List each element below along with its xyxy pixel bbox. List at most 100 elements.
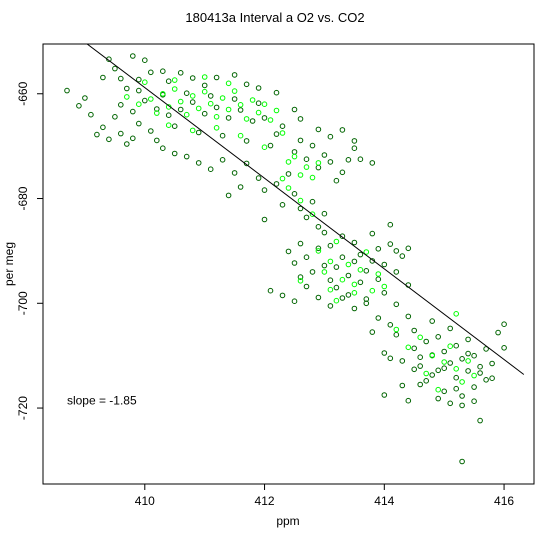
y-tick-label: -680 <box>16 186 30 210</box>
data-point <box>393 248 400 254</box>
data-point <box>106 136 112 143</box>
data-point <box>369 258 376 264</box>
data-point <box>363 300 370 307</box>
data-point <box>327 286 334 293</box>
data-point <box>297 116 304 122</box>
data-point <box>231 88 238 94</box>
data-point <box>345 157 352 163</box>
data-point <box>327 277 334 284</box>
data-point <box>148 96 154 102</box>
data-point <box>160 145 166 151</box>
data-point <box>243 138 250 144</box>
data-point <box>130 53 136 59</box>
data-point <box>369 329 376 335</box>
data-point <box>279 123 286 129</box>
data-point <box>165 122 172 128</box>
data-point <box>291 191 298 197</box>
data-point <box>315 164 322 171</box>
data-point <box>201 88 208 95</box>
data-point <box>303 283 310 290</box>
data-point <box>100 124 106 131</box>
data-point <box>339 233 346 239</box>
data-point <box>261 144 268 150</box>
data-point <box>381 290 388 296</box>
data-points <box>64 53 507 465</box>
data-point <box>273 131 280 137</box>
data-point <box>351 290 358 296</box>
data-point <box>136 101 142 107</box>
data-point <box>148 128 154 134</box>
data-point <box>363 268 370 274</box>
data-point <box>154 137 160 144</box>
data-point <box>387 322 394 328</box>
data-point <box>136 76 142 83</box>
data-point <box>100 74 106 81</box>
x-tick-label: 412 <box>255 494 275 508</box>
data-point <box>285 185 292 191</box>
data-point <box>423 370 430 377</box>
data-point <box>327 258 334 265</box>
data-point <box>142 79 148 85</box>
slope-annotation: slope = -1.85 <box>67 394 137 408</box>
data-point <box>381 392 388 398</box>
data-point <box>423 378 430 384</box>
data-point <box>279 202 286 208</box>
data-point <box>447 325 454 332</box>
y-tick-label: -660 <box>16 81 30 105</box>
data-point <box>351 239 358 246</box>
data-point <box>381 283 388 290</box>
data-point <box>351 281 358 288</box>
data-point <box>453 385 460 392</box>
data-point <box>429 352 436 359</box>
data-point <box>291 260 298 266</box>
data-point <box>435 395 442 402</box>
data-point <box>297 137 304 144</box>
data-point <box>327 242 334 249</box>
data-point <box>213 125 220 131</box>
data-point <box>417 381 424 388</box>
data-point <box>297 278 304 284</box>
data-point <box>142 57 148 64</box>
data-point <box>309 269 316 275</box>
data-point <box>399 382 406 389</box>
data-point <box>441 388 448 395</box>
data-point <box>201 110 208 117</box>
data-point <box>489 360 495 367</box>
data-point <box>357 279 364 286</box>
y-tick-label: -720 <box>16 396 30 420</box>
data-point <box>411 366 418 373</box>
data-point <box>118 130 124 137</box>
data-point <box>213 74 220 81</box>
x-axis-label: ppm <box>276 514 299 528</box>
data-point <box>189 75 196 81</box>
data-point <box>393 331 400 338</box>
data-point <box>142 97 148 104</box>
data-point <box>303 164 310 170</box>
data-point <box>297 205 304 212</box>
data-point <box>195 105 202 112</box>
data-point <box>447 400 454 407</box>
data-point <box>477 370 483 376</box>
data-point <box>303 254 310 261</box>
regression-line <box>86 44 525 375</box>
data-point <box>501 345 507 351</box>
data-point <box>417 363 424 369</box>
data-point <box>387 355 394 362</box>
data-point <box>88 111 94 118</box>
data-point <box>369 287 376 294</box>
data-point <box>255 85 262 91</box>
data-point <box>393 301 400 308</box>
data-point <box>387 221 394 228</box>
data-point <box>189 99 196 105</box>
data-point <box>249 118 256 124</box>
data-point <box>273 89 280 96</box>
data-point <box>261 101 268 107</box>
data-point <box>285 248 292 255</box>
data-point <box>148 69 154 76</box>
data-point <box>453 311 460 317</box>
data-point <box>369 230 376 237</box>
data-point <box>261 187 268 193</box>
data-point <box>477 417 483 424</box>
data-point <box>315 294 322 301</box>
